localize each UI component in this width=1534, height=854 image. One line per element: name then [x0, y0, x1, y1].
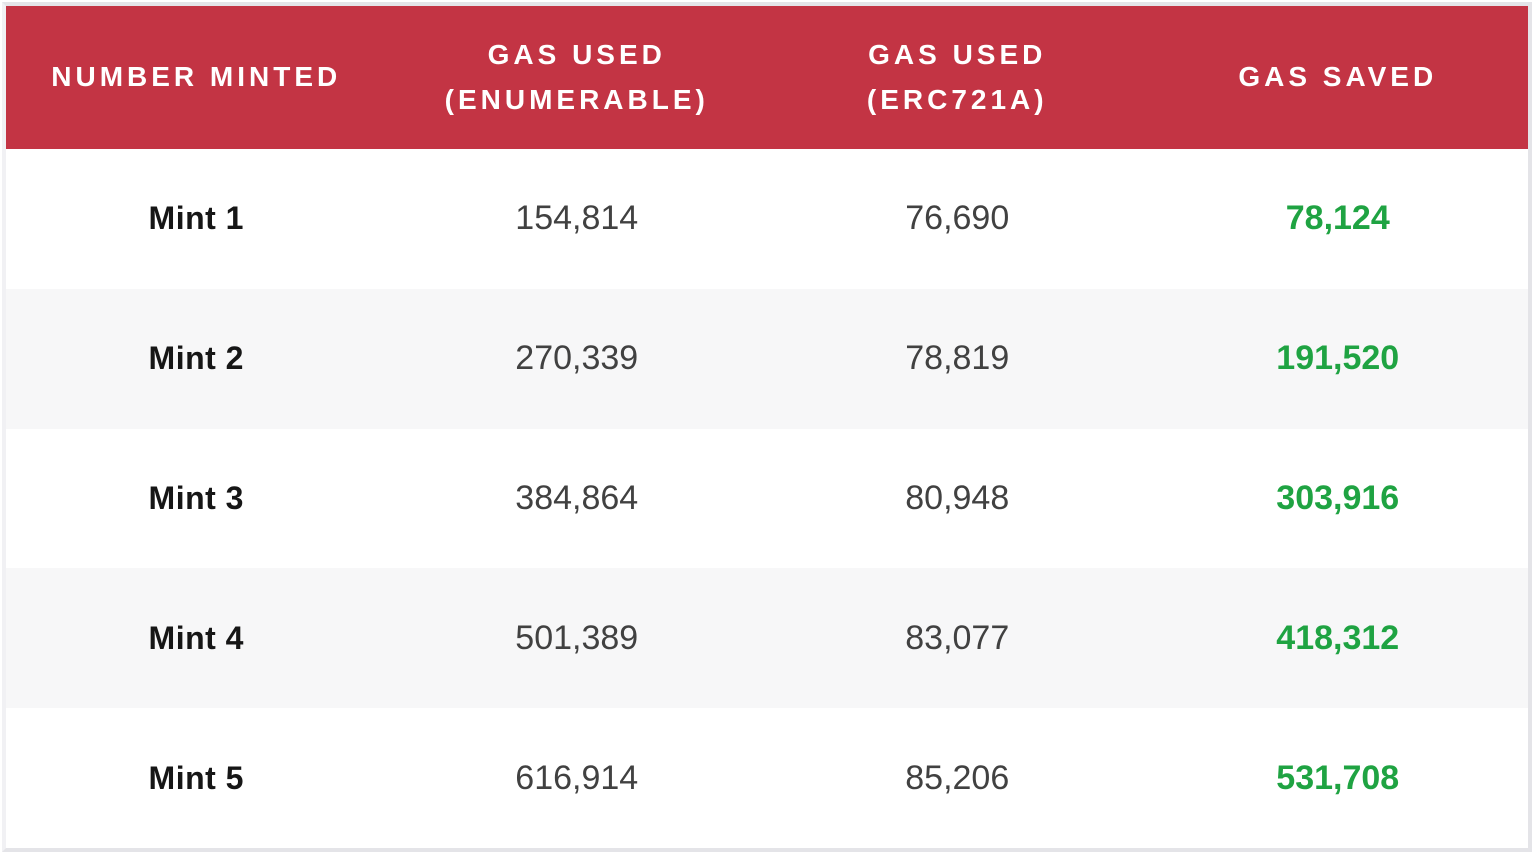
column-header-gas-used-erc721a: GAS USED (ERC721A) [866, 38, 1048, 115]
table-row-mint-3: Mint 3 384,864 80,948 303,916 [6, 428, 1528, 569]
table-header: NUMBER MINTED GAS USED (ENUMERABLE) GAS … [6, 6, 1528, 149]
column-header-gas-saved: GAS SAVED [1238, 61, 1438, 93]
gas-saved-value: 78,124 [1285, 199, 1390, 238]
table-row-mint-5: Mint 5 616,914 85,206 531,708 [6, 708, 1528, 848]
gas-saved-value: 191,520 [1276, 339, 1400, 378]
row-label: Mint 1 [148, 200, 244, 237]
gas-used-erc721a-value: 85,206 [905, 758, 1010, 797]
table-row-mint-2: Mint 2 270,339 78,819 191,520 [6, 288, 1528, 429]
gas-saved-value: 418,312 [1276, 618, 1400, 657]
gas-saved-value: 531,708 [1276, 758, 1400, 797]
table-row-mint-1: Mint 1 154,814 76,690 78,124 [6, 149, 1528, 289]
gas-used-erc721a-value: 83,077 [905, 618, 1010, 657]
gas-used-enumerable-value: 384,864 [515, 478, 639, 517]
gas-used-enumerable-value: 501,389 [515, 618, 639, 657]
column-header-gas-used-enumerable: GAS USED (ENUMERABLE) [444, 38, 709, 115]
table-row-mint-4: Mint 4 501,389 83,077 418,312 [6, 568, 1528, 709]
gas-saved-value: 303,916 [1276, 478, 1400, 517]
gas-used-enumerable-value: 270,339 [515, 339, 639, 378]
row-label: Mint 2 [148, 340, 244, 377]
table-header-row: NUMBER MINTED GAS USED (ENUMERABLE) GAS … [6, 6, 1528, 149]
row-label: Mint 3 [148, 479, 244, 516]
table-body: Mint 1 154,814 76,690 78,124 Mint 2 270,… [6, 149, 1528, 848]
gas-used-enumerable-value: 616,914 [515, 758, 639, 797]
gas-used-enumerable-value: 154,814 [515, 199, 639, 238]
row-label: Mint 4 [148, 619, 244, 656]
row-label: Mint 5 [148, 759, 244, 796]
gas-used-erc721a-value: 76,690 [905, 199, 1010, 238]
gas-used-erc721a-value: 80,948 [905, 478, 1010, 517]
gas-used-erc721a-value: 78,819 [905, 339, 1010, 378]
gas-comparison-table: NUMBER MINTED GAS USED (ENUMERABLE) GAS … [6, 6, 1528, 848]
column-header-number-minted: NUMBER MINTED [51, 61, 342, 93]
